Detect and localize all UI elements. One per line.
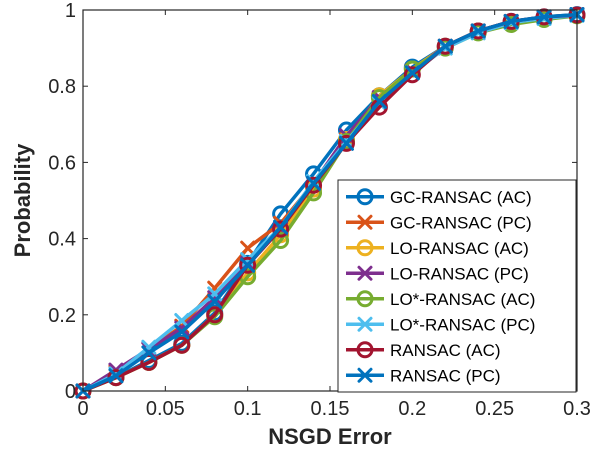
legend-item: RANSAC (PC) [346,366,501,385]
x-tick-label: 0.3 [563,398,591,420]
data-point [503,13,519,29]
x-tick-label: 0.25 [475,398,514,420]
data-point [272,232,290,250]
series-layer [74,6,586,400]
y-tick-label: 0 [65,381,76,403]
legend-item: LO-RANSAC (AC) [346,239,529,258]
data-point [207,293,223,309]
legend-item: LO-RANSAC (PC) [346,264,529,283]
y-tick-label: 0.4 [48,229,76,251]
series-8 [75,7,585,399]
legend-item: GC-RANSAC (PC) [346,213,532,232]
y-tick-label: 0.8 [48,76,76,98]
legend-label: LO-RANSAC (PC) [390,264,529,283]
data-point [273,219,289,235]
data-point [207,290,223,306]
data-point [536,9,552,25]
x-tick-label: 0.15 [311,398,350,420]
legend-item: LO*-RANSAC (PC) [346,315,535,334]
data-point [403,66,421,84]
series-line [82,12,578,393]
data-point [437,38,453,54]
data-point [306,175,322,191]
data-point [470,23,486,39]
data-point [469,22,487,40]
data-point [140,353,158,371]
data-point [141,345,157,361]
x-tick-label: 0.05 [146,398,185,420]
legend-label: LO*-RANSAC (AC) [390,290,535,309]
legend-marker [357,214,373,230]
legend-marker [356,239,374,257]
legend-marker [356,341,374,359]
legend-item: RANSAC (AC) [346,341,501,360]
data-point [337,134,355,152]
data-point [338,135,354,151]
legend-label: LO-RANSAC (AC) [390,239,529,258]
y-tick-label: 1 [65,0,76,22]
y-tick-label: 0.2 [48,305,76,327]
legend-label: RANSAC (AC) [390,341,501,360]
x-tick-label: 0.1 [234,398,262,420]
data-point [240,240,256,256]
legend-marker [356,290,374,308]
legend-item: GC-RANSAC (AC) [346,188,532,207]
data-point [173,336,191,354]
x-axis-title: NSGD Error [268,424,392,449]
x-tick-label: 0.2 [398,398,426,420]
legend-label: RANSAC (PC) [390,366,501,385]
legend-label: LO*-RANSAC (PC) [390,315,535,334]
legend-item: LO*-RANSAC (AC) [346,290,535,309]
y-axis-title: Probability [10,143,35,257]
data-point [404,65,420,81]
data-point [272,220,290,238]
legend-label: GC-RANSAC (PC) [390,213,532,232]
x-tick-label: 0 [77,398,88,420]
data-point [174,313,190,329]
data-point [240,257,256,273]
ticks-layer: 0 0.05 0.1 0.15 0.2 0.25 0.3 0 0.2 0.4 0.6 0.8 1 [48,0,591,420]
legend-box [337,179,577,393]
data-point [174,324,190,340]
legend-marker [357,316,373,332]
data-point [206,306,224,324]
data-point [239,256,257,274]
legend-marker [357,265,373,281]
data-point [108,368,124,384]
y-tick-label: 0.6 [48,152,76,174]
legend: GC-RANSAC (AC) GC-RANSAC (PC) LO-RANSAC (A… [337,179,577,393]
legend-marker [357,367,373,383]
data-point [305,176,323,194]
data-point [371,93,387,109]
legend-marker [356,188,374,206]
legend-label: GC-RANSAC (AC) [390,188,532,207]
data-point [436,37,454,55]
